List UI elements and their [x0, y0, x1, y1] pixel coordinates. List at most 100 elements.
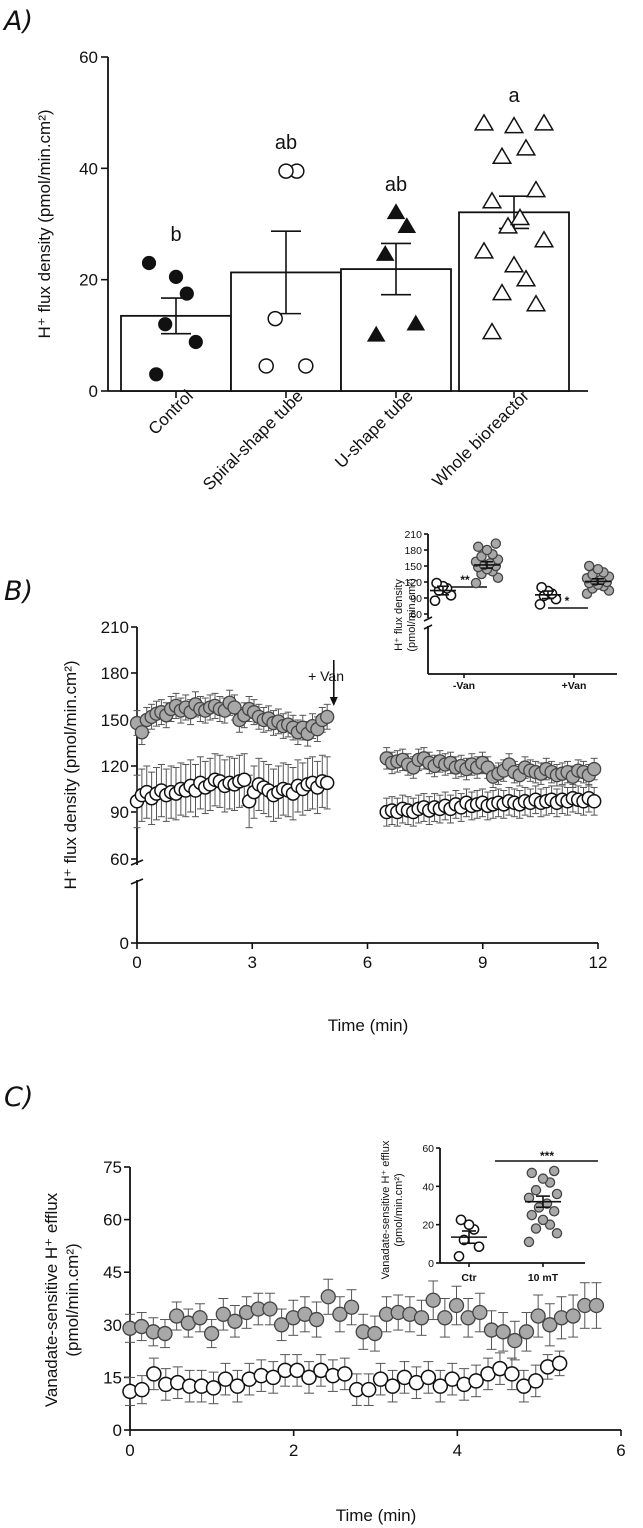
panel-b-inset-y-title-line2: (pmol/min.cm²) — [406, 578, 418, 651]
panel-c-point — [337, 1366, 353, 1382]
panel-a-point — [298, 358, 314, 374]
panel-a-category-label: Spiral-shape tube — [199, 386, 307, 494]
panel-b-inset-y-tick-label: 180 — [404, 545, 422, 557]
panel-c-inset-point — [523, 1236, 535, 1248]
panel-c-point — [205, 1380, 222, 1396]
panel-c-y-tick-label: 60 — [103, 1211, 122, 1230]
panel-b-inset-category-label: +Van — [562, 680, 587, 692]
panel-b-axis-break — [130, 859, 144, 866]
panel-c-point — [565, 1308, 581, 1324]
panel-c-point — [217, 1371, 234, 1387]
panel-c-inset-point — [526, 1167, 538, 1179]
panel-b-x-tick-label: 9 — [478, 953, 487, 972]
panel-a-point — [503, 116, 525, 134]
panel-b-inset-significance: * — [565, 594, 570, 608]
panel-a-point — [141, 255, 157, 271]
panel-c-y-tick-label: 75 — [103, 1158, 122, 1177]
panel-c-point — [448, 1297, 465, 1314]
panel-c-point — [530, 1308, 546, 1324]
panel-a-category-label: Whole bioreactor — [429, 386, 534, 491]
panel-c-point — [265, 1369, 281, 1386]
panel-c-point — [146, 1366, 162, 1382]
panel-c-inset-y-tick-label: 60 — [422, 1143, 434, 1155]
panel-c-inset-point — [548, 1165, 560, 1177]
panel-a-point — [149, 367, 164, 382]
panel-b-y-tick-label: 210 — [101, 618, 129, 637]
panel-b-point — [237, 772, 252, 788]
panel-a-bars: b ab ab a — [120, 85, 570, 392]
panel-c-inset: Vanadate-sensitive H⁺ efflux (pmol/min.c… — [380, 1140, 598, 1284]
panel-b-y-tick-label: 0 — [120, 934, 129, 953]
panel-b-y-tick-label: 150 — [101, 711, 129, 730]
panel-c-inset-y-title-line2: (pmol/min.cm²) — [393, 1173, 405, 1246]
panel-a-label: A) — [2, 6, 33, 37]
panel-a-point — [267, 310, 283, 327]
panel-a-point — [179, 286, 194, 301]
panel-c-inset-category-label: Ctr — [461, 1272, 476, 1284]
panel-c-inset-point — [455, 1214, 467, 1226]
panel-c-inset-y-tick-label: 20 — [422, 1220, 434, 1232]
panel-b-inset-y-title-line1: H⁺ flux density — [393, 579, 405, 651]
panel-a-y-axis-title: H⁺ flux density (pmol/min.cm²) — [35, 109, 54, 338]
panel-a-y-tick-label: 60 — [79, 48, 98, 67]
panel-b-inset-y-tick-label: 60 — [410, 609, 422, 621]
panel-c-x-tick-label: 4 — [453, 1441, 462, 1460]
panel-a-point — [188, 334, 203, 350]
panel-b-y-tick-label: 120 — [101, 757, 129, 776]
panel-c-y-tick-label: 15 — [103, 1368, 122, 1387]
panel-c-y-tick-label: 0 — [113, 1421, 122, 1440]
panel-c-point — [472, 1304, 488, 1321]
panel-c-point — [134, 1381, 150, 1398]
panel-c-point — [273, 1317, 290, 1333]
panel-b-label: B) — [4, 576, 33, 607]
panel-c-point — [413, 1310, 430, 1326]
panel-c-x-tick-label: 2 — [289, 1441, 298, 1460]
panel-b-van-arrow-icon — [329, 660, 338, 706]
panel-c-inset-point — [551, 1188, 563, 1200]
panel-c-inset-point — [526, 1209, 538, 1221]
panel-a-point — [278, 163, 294, 179]
panel-c-y-tick-label: 30 — [103, 1316, 122, 1335]
panel-a-point — [158, 317, 173, 332]
panel-b-inset-point — [472, 541, 484, 553]
panel-c-point — [468, 1373, 484, 1389]
panel-b-inset-axes: 60 90 120 150 180 210 — [404, 529, 617, 678]
panel-a-point — [473, 241, 495, 259]
panel-a-points — [141, 113, 555, 382]
panel-c-inset-axes: 0 20 40 60 — [422, 1143, 598, 1270]
panel-a-point — [497, 216, 519, 234]
panel-c-inset-point — [548, 1206, 560, 1217]
panel-c-inset-point — [530, 1223, 542, 1234]
panel-b-inset-point — [536, 581, 547, 593]
panel-c-point — [203, 1325, 220, 1342]
panel-c-inset-y-tick-label: 0 — [428, 1258, 434, 1270]
panel-a-point — [473, 113, 495, 131]
panel-c-x-axis-title: Time (min) — [336, 1506, 417, 1525]
panel-c-inset-points — [451, 1165, 563, 1262]
panel-c-point — [227, 1313, 243, 1329]
panel-b-point — [587, 761, 602, 777]
panel-a-point — [168, 269, 184, 284]
panel-b: B) H⁺ flux density (pmol/min.cm²) Time (… — [4, 529, 617, 1035]
panel-a-point — [491, 283, 513, 301]
panel-b-x-tick-label: 12 — [589, 953, 608, 972]
panel-c-inset-point — [544, 1219, 556, 1230]
panel-b-point — [227, 700, 242, 715]
panel-b-x-tick-label: 6 — [363, 953, 372, 972]
panel-c-point — [518, 1324, 535, 1340]
panel-a-point — [533, 230, 555, 248]
panel-c-inset-significance: *** — [540, 1149, 554, 1163]
panel-a-point — [525, 180, 547, 198]
panel-b-point — [586, 794, 602, 809]
panel-c-point — [432, 1378, 449, 1394]
panel-c-y-axis-title-line1: Vanadate-sensitive H⁺ efflux — [42, 1192, 61, 1407]
panel-b-y-tick-label: 90 — [110, 803, 129, 822]
panel-b-x-tick-label: 3 — [248, 953, 257, 972]
panel-b-inset-point — [481, 544, 493, 556]
panel-a-category-label: U-shape tube — [331, 386, 417, 472]
panel-c-inset-point — [463, 1219, 475, 1231]
panel-b-inset-point — [429, 595, 441, 607]
panel-c-point — [384, 1378, 401, 1394]
panel-b-inset-point — [431, 577, 442, 589]
panel-c-point — [504, 1366, 520, 1382]
